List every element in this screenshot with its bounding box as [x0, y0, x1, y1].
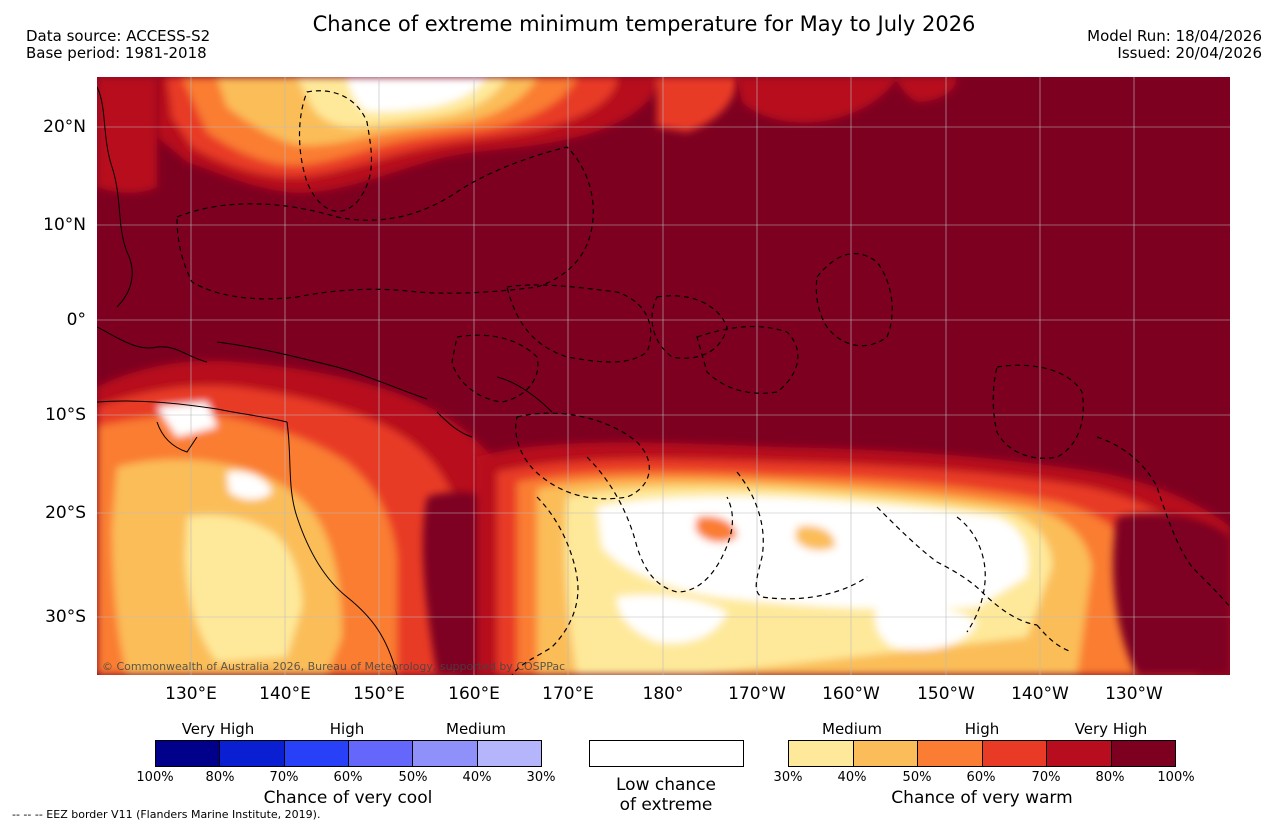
warm-pct-50: 50% — [902, 770, 932, 785]
lon-tick-130e: 130°E — [165, 684, 217, 704]
cool-swatch — [347, 741, 413, 766]
warm-pct-100: 100% — [1157, 770, 1195, 785]
cool-pct-30: 30% — [526, 770, 556, 785]
lon-tick-150e: 150°E — [353, 684, 405, 704]
cool-colorbar — [155, 740, 542, 767]
cool-pct-100: 100% — [136, 770, 174, 785]
warm-swatch — [1110, 741, 1175, 766]
warm-pct-70: 70% — [1031, 770, 1061, 785]
graticule — [97, 77, 1230, 675]
east-edge-region — [1113, 513, 1230, 675]
eez-footnote: -- -- -- EEZ border V11 (Flanders Marine… — [12, 808, 321, 821]
warm-pct-40: 40% — [837, 770, 867, 785]
lon-tick-130w: 130°W — [1105, 684, 1163, 704]
forecast-map — [97, 77, 1230, 675]
warm-pct-30: 30% — [773, 770, 803, 785]
cool-swatch — [219, 741, 284, 766]
lon-tick-160e: 160°E — [448, 684, 500, 704]
map-canvas — [97, 77, 1230, 675]
lon-tick-140e: 140°E — [259, 684, 311, 704]
issued-label: Issued: 20/04/2026 — [1117, 44, 1262, 62]
model-run-label: Model Run: 18/04/2026 — [1087, 27, 1262, 45]
low-chance-title-line1: Low chance — [616, 775, 716, 795]
warm-swatch — [1046, 741, 1111, 766]
cool-pct-70: 70% — [269, 770, 299, 785]
warm-pct-60: 60% — [966, 770, 996, 785]
warm-legend-title: Chance of very warm — [891, 788, 1073, 808]
southwest-warm-region — [97, 360, 517, 675]
eez-borders — [176, 90, 1230, 675]
data-source-label: Data source: ACCESS-S2 — [26, 27, 211, 45]
lon-tick-170e: 170°E — [542, 684, 594, 704]
lon-tick-170w: 170°W — [728, 684, 786, 704]
cool-swatch — [476, 741, 541, 766]
cool-swatch — [283, 741, 348, 766]
lat-tick-20n: 20°N — [43, 117, 86, 137]
warm-label-very-high: Very High — [1074, 720, 1148, 738]
warm-label-medium: Medium — [822, 720, 882, 738]
lon-tick-160w: 160°W — [822, 684, 880, 704]
warm-swatch — [852, 741, 917, 766]
warm-swatch — [981, 741, 1046, 766]
cool-label-very-high: Very High — [181, 720, 255, 738]
base-period-label: Base period: 1981-2018 — [26, 44, 207, 62]
cool-pct-80: 80% — [205, 770, 235, 785]
lat-tick-20s: 20°S — [45, 503, 86, 523]
cool-label-high: High — [329, 720, 365, 738]
lat-tick-30s: 30°S — [45, 607, 86, 627]
lon-tick-150w: 150°W — [917, 684, 975, 704]
lat-tick-10s: 10°S — [45, 405, 86, 425]
low-chance-swatch — [589, 740, 744, 767]
lat-tick-0: 0° — [66, 310, 86, 330]
copyright-notice: © Commonwealth of Australia 2026, Bureau… — [102, 660, 566, 673]
cool-label-medium: Medium — [446, 720, 506, 738]
warm-colorbar — [788, 740, 1176, 767]
warm-swatch — [789, 741, 853, 766]
northeast-accents — [97, 77, 957, 193]
low-chance-title-line2: of extreme — [619, 795, 713, 815]
warm-pct-80: 80% — [1095, 770, 1125, 785]
page-title: Chance of extreme minimum temperature fo… — [312, 12, 976, 36]
coastlines — [97, 86, 553, 675]
cool-swatch — [156, 741, 220, 766]
cool-swatch — [412, 741, 477, 766]
lon-tick-140w: 140°W — [1011, 684, 1069, 704]
cool-pct-50: 50% — [398, 770, 428, 785]
cool-pct-60: 60% — [333, 770, 363, 785]
warm-label-high: High — [964, 720, 1000, 738]
warm-swatch — [917, 741, 982, 766]
lon-tick-180: 180° — [642, 684, 684, 704]
cool-pct-40: 40% — [462, 770, 492, 785]
lat-tick-10n: 10°N — [43, 215, 86, 235]
cool-legend-title: Chance of very cool — [263, 788, 433, 808]
north-warm-band — [157, 77, 737, 193]
